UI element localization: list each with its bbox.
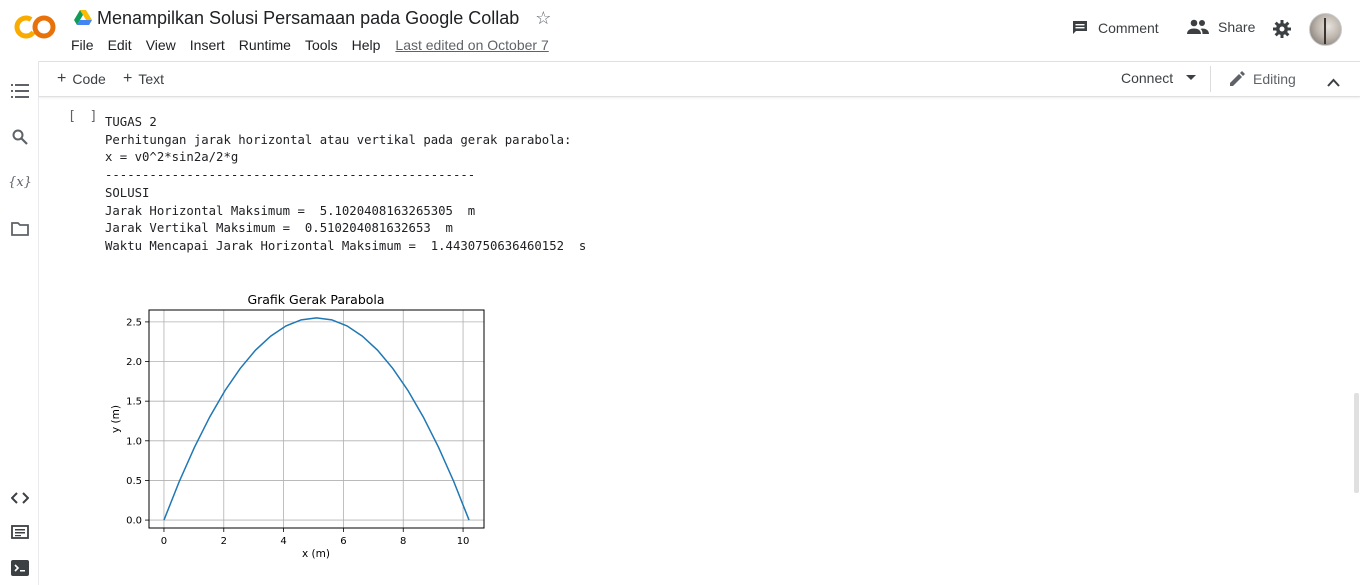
plus-icon: + xyxy=(123,70,133,87)
chart-ticks: 0 2 4 6 8 10 0.0 0.5 1.0 1.5 2.0 2.5 xyxy=(126,317,469,547)
output-line: TUGAS 2 xyxy=(105,115,157,129)
output-line: x = v0^2*sin2a/2*g xyxy=(105,150,239,165)
add-text-button[interactable]: + Text xyxy=(123,70,164,88)
toolbar-divider xyxy=(1210,66,1211,92)
y-tick-label: 1.0 xyxy=(126,436,142,447)
menu-edit[interactable]: Edit xyxy=(107,37,132,53)
comment-button[interactable]: Comment xyxy=(1071,19,1159,37)
x-tick-label: 2 xyxy=(221,536,227,547)
menu-insert[interactable]: Insert xyxy=(189,37,225,53)
collapse-header-icon[interactable] xyxy=(1327,74,1340,92)
connect-button[interactable]: Connect xyxy=(1121,70,1197,86)
editing-label: Editing xyxy=(1253,70,1296,87)
add-code-button[interactable]: + Code xyxy=(57,70,106,88)
menu-bar: File Edit View Insert Runtime Tools Help… xyxy=(71,36,563,54)
people-icon xyxy=(1187,19,1209,34)
vertical-scrollbar[interactable] xyxy=(1354,393,1359,493)
chart-title: Grafik Gerak Parabola xyxy=(247,292,384,307)
parabola-chart: Grafik Gerak Parabola 0 2 4 6 8 10 0.0 0.5 1.0 1.… xyxy=(110,292,485,560)
command-palette-icon[interactable] xyxy=(10,522,30,542)
toc-icon[interactable] xyxy=(10,81,30,101)
title-row: Menampilkan Solusi Persamaan pada Google… xyxy=(74,6,551,30)
share-button[interactable]: Share xyxy=(1187,19,1255,35)
share-label: Share xyxy=(1218,19,1256,35)
cell-output-text: TUGAS 2 Perhitungan jarak horizontal atau… xyxy=(105,114,586,256)
account-avatar[interactable] xyxy=(1309,13,1342,46)
colab-logo[interactable] xyxy=(14,13,56,41)
y-tick-label: 1.5 xyxy=(126,397,142,408)
settings-gear-icon[interactable] xyxy=(1272,19,1292,39)
editing-mode-button[interactable]: Editing xyxy=(1229,70,1296,87)
y-tick-label: 2.5 xyxy=(126,317,142,328)
cell-run-button[interactable]: [ ] xyxy=(68,109,101,124)
search-icon[interactable] xyxy=(10,127,30,147)
drive-icon xyxy=(74,10,92,25)
terminal-icon[interactable] xyxy=(10,558,30,578)
notebook-toolbar xyxy=(39,61,1360,97)
output-line: Perhitungan jarak horizontal atau vertik… xyxy=(105,132,572,147)
chart-plot xyxy=(163,317,470,521)
plus-icon: + xyxy=(57,70,67,87)
comment-label: Comment xyxy=(1098,20,1159,36)
code-snippets-icon[interactable] xyxy=(10,488,30,508)
add-code-label: Code xyxy=(72,71,106,87)
output-line: SOLUSI xyxy=(105,185,150,200)
connect-label: Connect xyxy=(1121,70,1174,86)
caret-down-icon xyxy=(1186,75,1197,80)
output-line: Jarak Vertikal Maksimum = 0.510204081632… xyxy=(105,221,453,236)
x-tick-label: 0 xyxy=(161,536,167,547)
y-axis-label: y (m) xyxy=(110,405,122,433)
trajectory-line xyxy=(163,317,470,521)
chart-frame xyxy=(148,309,485,529)
x-tick-label: 10 xyxy=(457,536,470,547)
folder-icon[interactable] xyxy=(10,219,30,239)
x-tick-label: 4 xyxy=(280,536,286,547)
left-sidebar xyxy=(0,61,39,585)
x-tick-label: 6 xyxy=(340,536,346,547)
chart-grid xyxy=(149,310,484,528)
y-tick-label: 0.5 xyxy=(126,476,142,487)
output-line: Waktu Mencapai Jarak Horizontal Maksimum… xyxy=(105,238,587,253)
output-line: ----------------------------------------… xyxy=(105,168,476,183)
star-icon[interactable]: ☆ xyxy=(535,8,552,28)
menu-runtime[interactable]: Runtime xyxy=(238,37,291,53)
comment-icon xyxy=(1073,21,1087,34)
menu-help[interactable]: Help xyxy=(351,37,381,53)
add-text-label: Text xyxy=(138,71,165,87)
x-tick-label: 8 xyxy=(400,536,406,547)
menu-file[interactable]: File xyxy=(71,37,94,53)
variables-icon[interactable]: {x} xyxy=(8,174,32,190)
notebook-title[interactable]: Menampilkan Solusi Persamaan pada Google… xyxy=(97,7,520,28)
menu-tools[interactable]: Tools xyxy=(304,37,338,53)
menu-view[interactable]: View xyxy=(145,37,176,53)
x-axis-label: x (m) xyxy=(302,548,330,560)
last-edited-link[interactable]: Last edited on October 7 xyxy=(395,37,549,53)
pencil-icon xyxy=(1230,71,1245,86)
output-line: Jarak Horizontal Maksimum = 5.1020408163… xyxy=(105,203,476,218)
y-tick-label: 0.0 xyxy=(126,516,142,527)
y-tick-label: 2.0 xyxy=(126,357,142,368)
